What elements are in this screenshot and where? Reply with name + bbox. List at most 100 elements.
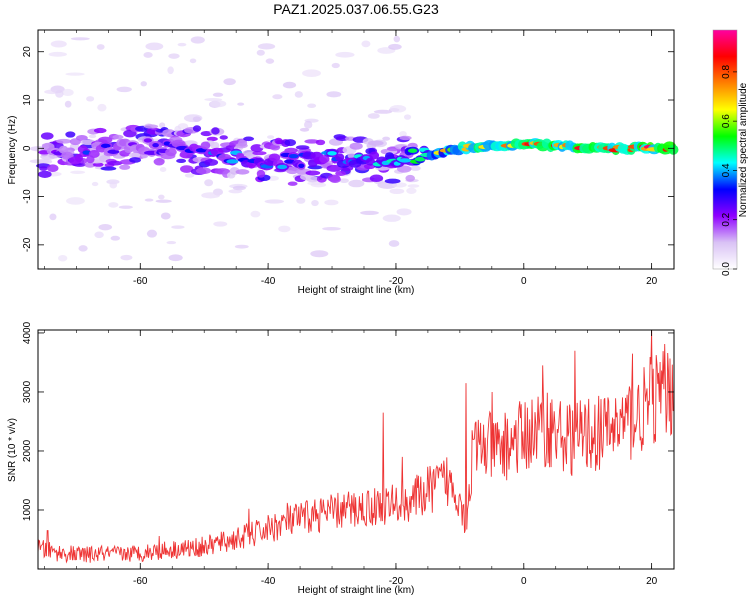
band-blob <box>204 159 219 166</box>
noise-blob <box>267 135 275 139</box>
noise-blob <box>110 235 121 241</box>
snr-y-axis: 1000 2000 3000 4000 <box>22 321 674 521</box>
snr-frame <box>37 329 675 570</box>
noise-blob <box>403 114 412 120</box>
band-blob <box>200 131 213 137</box>
ridge-blob <box>58 145 69 154</box>
band-blob <box>144 124 159 129</box>
noise-blob <box>382 136 391 141</box>
noise-blob <box>146 229 158 238</box>
band-blob <box>349 142 363 150</box>
ridge-peak <box>398 158 412 163</box>
ridge-peak <box>82 150 91 155</box>
x-tick-label: -60 <box>133 276 148 287</box>
noise-blob <box>335 51 355 58</box>
snr-x-label: Height of straight line (km) <box>298 585 415 596</box>
ridge-peak <box>152 142 159 148</box>
noise-blob <box>29 159 50 164</box>
noise-blob <box>382 214 401 222</box>
ridge-blob <box>165 148 177 157</box>
ridge-peak <box>277 164 288 170</box>
ridge-peak <box>327 151 337 156</box>
noise-blob <box>116 86 132 93</box>
noise-blob <box>184 173 195 178</box>
noise-blob <box>389 188 405 195</box>
noise-blob <box>237 102 245 106</box>
snr-y-label: SNR (10 * v/v) <box>7 418 18 482</box>
noise-blob <box>389 105 407 113</box>
noise-blob <box>160 212 171 220</box>
noise-blob <box>49 213 57 221</box>
band-blob <box>329 175 341 184</box>
x-tick-label: -20 <box>389 276 404 287</box>
noise-blob <box>190 36 205 44</box>
y-tick-label: 3000 <box>22 380 33 403</box>
y-tick-label: 1000 <box>22 498 33 521</box>
noise-blob <box>331 62 340 69</box>
noise-blob <box>257 43 276 50</box>
noise-blob <box>96 44 105 50</box>
heatmap-layer <box>29 35 679 262</box>
noise-blob <box>310 250 329 258</box>
noise-blob <box>86 96 95 102</box>
noise-blob <box>120 254 133 261</box>
noise-blob <box>118 205 133 209</box>
band-blob <box>274 137 283 145</box>
ridge-peak <box>107 149 120 154</box>
band-blob <box>39 166 48 171</box>
band-blob <box>405 174 415 182</box>
ridge-peak <box>298 163 305 168</box>
noise-blob <box>159 167 167 173</box>
noise-blob <box>189 58 197 64</box>
band-blob <box>84 161 96 168</box>
noise-blob <box>367 113 380 119</box>
y-tick-label: 20 <box>22 46 33 58</box>
noise-blob <box>373 109 393 114</box>
noise-blob <box>171 225 185 229</box>
noise-blob <box>399 130 407 137</box>
colorbar-frame <box>712 29 738 270</box>
noise-blob <box>388 43 402 50</box>
noise-blob <box>210 100 227 108</box>
noise-blob <box>324 199 339 206</box>
noise-blob <box>166 241 177 245</box>
noise-blob <box>272 94 283 100</box>
x-tick-label: 20 <box>646 576 658 587</box>
y-tick-label: 2000 <box>22 439 33 462</box>
spectrogram-panel: -60 -40 -20 0 20 -20 -10 0 10 20 Height of strai… <box>7 29 679 296</box>
x-tick-label: 20 <box>646 276 658 287</box>
band-blob <box>295 145 310 150</box>
noise-blob <box>94 231 104 239</box>
y-tick-label: -20 <box>22 237 33 252</box>
band-blob <box>238 139 248 147</box>
band-blob <box>315 139 326 146</box>
noise-blob <box>265 58 275 64</box>
noise-blob <box>97 103 107 112</box>
x-tick-label: -40 <box>261 276 276 287</box>
noise-blob <box>278 225 291 233</box>
colorbar-tick-label: 0.2 <box>721 212 732 226</box>
noise-blob <box>406 187 417 194</box>
noise-blob <box>61 88 74 97</box>
noise-blob <box>303 120 313 129</box>
noise-blob <box>78 245 88 252</box>
noise-blob <box>302 69 321 77</box>
band-blob <box>36 163 51 169</box>
noise-blob <box>282 81 297 89</box>
noise-blob <box>360 210 379 215</box>
band-blob <box>369 174 384 183</box>
noise-blob <box>204 179 214 187</box>
x-tick-label: 0 <box>521 276 527 287</box>
noise-blob <box>55 90 64 98</box>
spectrogram-x-label: Height of straight line (km) <box>298 285 415 296</box>
noise-blob <box>234 244 249 249</box>
noise-blob <box>98 224 113 231</box>
band-blob <box>176 158 187 163</box>
noise-blob <box>159 122 166 129</box>
band-blob <box>306 176 320 183</box>
band-blob <box>119 164 131 170</box>
band-blob <box>287 181 298 186</box>
noise-blob <box>140 81 147 87</box>
noise-blob <box>256 49 265 56</box>
